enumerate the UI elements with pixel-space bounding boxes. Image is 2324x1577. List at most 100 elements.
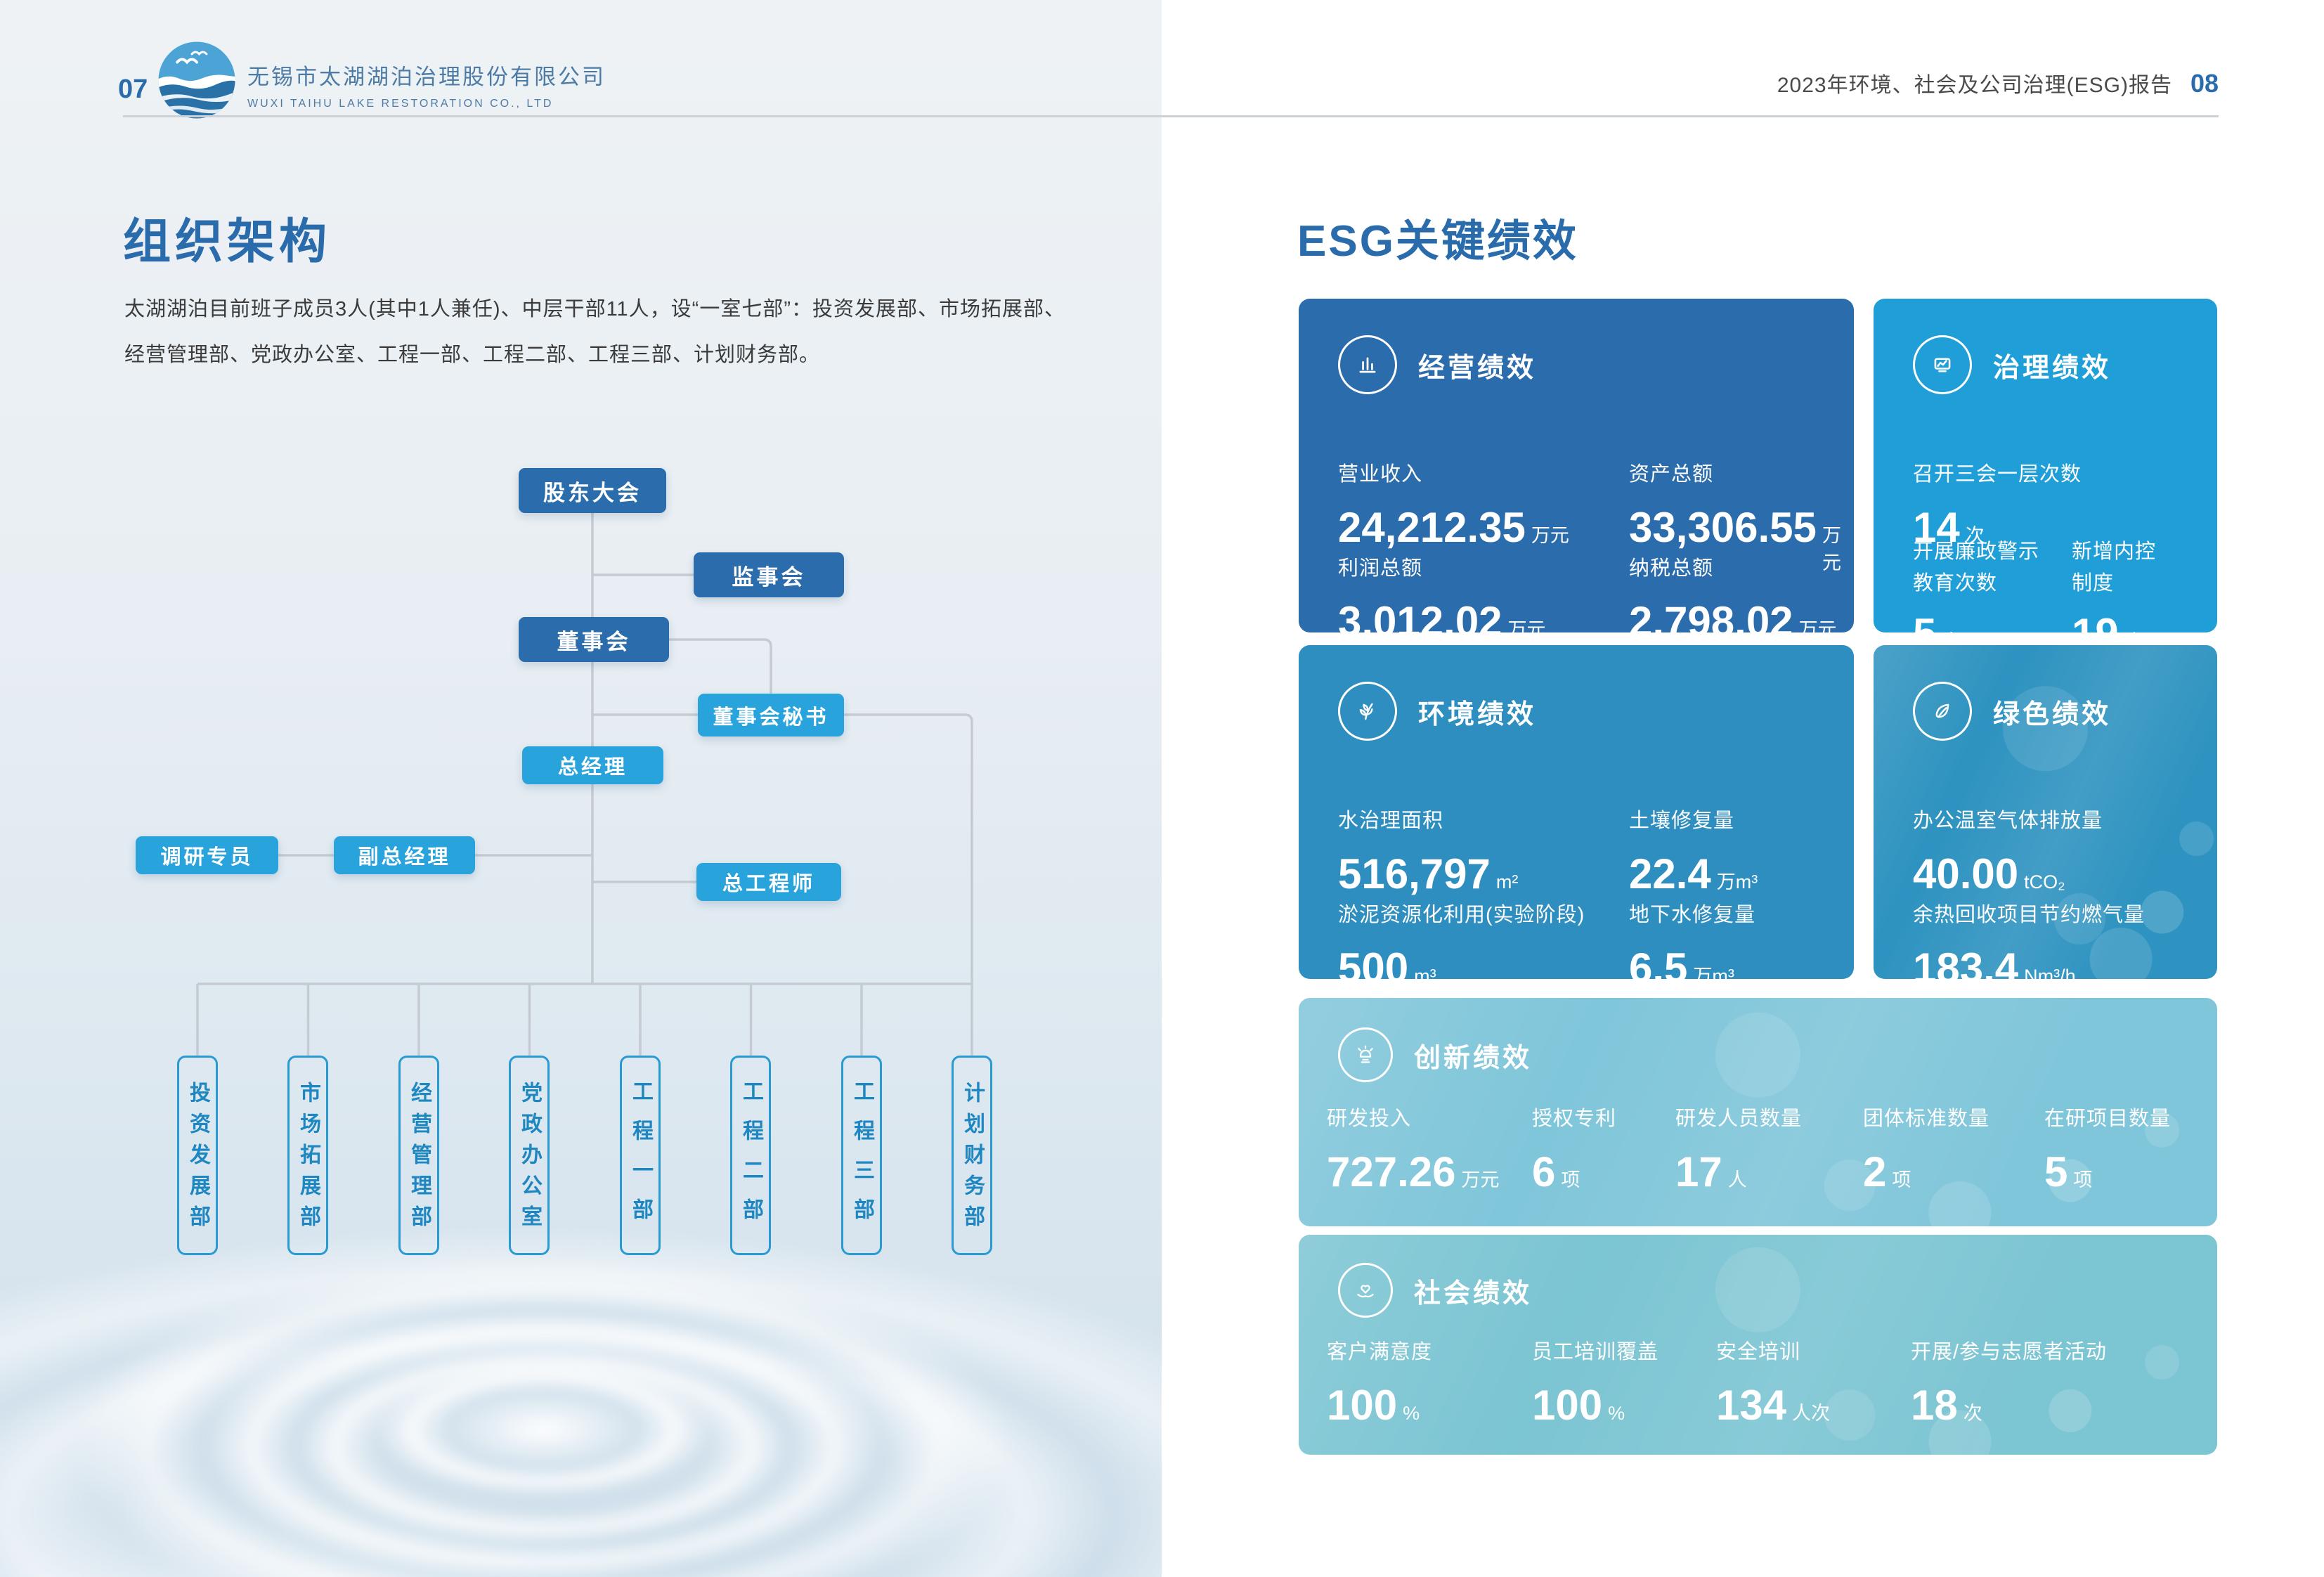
company-name-cn: 无锡市太湖湖泊治理股份有限公司 — [247, 65, 606, 89]
metric-total-tax: 纳税总额 2,798.02 万元 — [1629, 553, 1837, 632]
card-header: 绿色绩效 — [1913, 682, 2111, 741]
card-header: 环境绩效 — [1338, 682, 1536, 741]
company-logo — [156, 39, 238, 124]
metric-value: 2,798.02 万元 — [1629, 597, 1837, 632]
metric-safety-training: 安全培训 134 人次 — [1716, 1337, 1830, 1429]
card-header: 创新绩效 — [1338, 1027, 1532, 1082]
metric-value: 14 次 — [1913, 503, 1985, 551]
metric-label: 土壤修复量 — [1629, 810, 1735, 832]
taihu-logo-icon — [158, 41, 235, 119]
org-node-general-manager: 总经理 — [522, 746, 663, 784]
card-header: 社会绩效 — [1338, 1263, 1532, 1318]
metric-new-internal-controls: 新增内控制度 19个 — [2072, 536, 2167, 632]
metric-label: 营业收入 — [1338, 463, 1423, 486]
metric-label: 余热回收项目节约燃气量 — [1913, 904, 2146, 926]
metric-value: 18 次 — [1911, 1381, 1982, 1429]
card-header: 经营绩效 — [1338, 335, 1536, 394]
metric-label: 客户满意度 — [1327, 1341, 1433, 1363]
metric-water-treated-area: 水治理面积 516,797 m² — [1338, 805, 1518, 898]
org-node-board-secretary: 董事会秘书 — [698, 694, 844, 736]
org-node-shareholders: 股东大会 — [519, 468, 666, 513]
metric-groundwater-remediation: 地下水修复量 6.5 万m³ — [1629, 900, 1755, 979]
org-node-deputy-general-manager: 副总经理 — [334, 836, 475, 874]
leaf-icon — [1913, 682, 1972, 741]
metric-value: 19个 — [2072, 609, 2167, 632]
metric-value: 6.5 万m³ — [1629, 944, 1734, 979]
report-header: 2023年环境、社会及公司治理(ESG)报告 08 — [1777, 67, 2219, 98]
org-intro-paragraph: 太湖湖泊目前班子成员3人(其中1人兼任)、中层干部11人，设“一室七部”：投资发… — [124, 298, 1065, 367]
card-header: 治理绩效 — [1913, 335, 2111, 394]
metric-value: 516,797 m² — [1338, 850, 1519, 897]
card-title: 治理绩效 — [1993, 353, 2112, 383]
metric-label: 在研项目数量 — [2044, 1108, 2172, 1130]
org-chart-connectors — [196, 513, 973, 1056]
company-name-block: 无锡市太湖湖泊治理股份有限公司 WUXI TAIHU LAKE RESTORAT… — [247, 59, 606, 110]
metric-soil-remediation: 土壤修复量 22.4 万m³ — [1629, 805, 1758, 898]
metric-label: 办公温室气体排放量 — [1913, 810, 2103, 832]
company-name-en: WUXI TAIHU LAKE RESTORATION CO., LTD — [247, 98, 554, 110]
metric-sludge-reuse: 淤泥资源化利用(实验阶段) 500 m³ — [1338, 900, 1585, 979]
org-dept-party-admin-office: 党政办公室 — [509, 1056, 550, 1255]
left-page-number: 07 — [118, 74, 148, 104]
org-dept-operations-management: 经营管理部 — [398, 1056, 439, 1255]
metric-value: 100% — [1532, 1381, 1625, 1429]
metric-label: 利润总额 — [1338, 557, 1423, 580]
metric-value: 5次 — [1913, 609, 2050, 632]
monitor-trend-icon — [1913, 335, 1972, 394]
metric-label: 研发人员数量 — [1675, 1108, 1803, 1130]
card-title: 环境绩效 — [1418, 699, 1537, 729]
metric-label: 员工培训覆盖 — [1532, 1341, 1659, 1363]
metric-label: 研发投入 — [1327, 1108, 1412, 1130]
card-title: 经营绩效 — [1418, 353, 1537, 383]
metric-customer-satisfaction: 客户满意度 100% — [1327, 1337, 1432, 1429]
metric-value: 183.4 Nm³/h — [1913, 944, 2076, 979]
metric-label: 地下水修复量 — [1629, 904, 1756, 926]
metric-value: 134 人次 — [1716, 1381, 1831, 1429]
org-dept-market-expansion: 市场拓展部 — [287, 1056, 328, 1255]
metric-heat-recovery-gas-saved: 余热回收项目节约燃气量 183.4 Nm³/h — [1913, 900, 2145, 979]
metric-revenue: 营业收入 24,212.35 万元 — [1338, 459, 1569, 552]
metric-label: 安全培训 — [1716, 1341, 1801, 1363]
metric-label: 新增内控制度 — [2072, 540, 2157, 595]
metric-label: 开展廉政警示教育次数 — [1913, 540, 2040, 595]
org-node-supervisory-board: 监事会 — [694, 552, 844, 597]
card-title: 创新绩效 — [1414, 1043, 1533, 1073]
metric-integrity-education: 开展廉政警示教育次数 5次 — [1913, 536, 2050, 632]
org-node-board-of-directors: 董事会 — [519, 617, 669, 662]
page-title-org-structure: 组织架构 — [123, 215, 332, 268]
lamp-icon — [1338, 1027, 1393, 1082]
metric-value: 40.00 tCO₂ — [1913, 850, 2065, 897]
metric-value: 100% — [1327, 1381, 1420, 1429]
org-dept-engineering-1: 工程一部 — [620, 1056, 661, 1255]
org-node-research-specialist: 调研专员 — [136, 836, 278, 874]
card-title: 社会绩效 — [1414, 1278, 1533, 1309]
metric-label: 授权专利 — [1532, 1108, 1617, 1130]
left-page: 07 无锡市太湖湖泊治理股份有限公司 WUXI TAIHU LAKE RESTO… — [0, 0, 1251, 1577]
metric-rd-staff-count: 研发人员数量 17 人 — [1675, 1103, 1802, 1196]
card-green-performance: 绿色绩效 办公温室气体排放量 40.00 tCO₂ 余热回收项目节约燃气量 183… — [1874, 645, 2217, 979]
page-title-esg-kpi: ESG关键绩效 — [1297, 217, 1578, 266]
metric-label: 淤泥资源化利用(实验阶段) — [1338, 904, 1585, 926]
card-title: 绿色绩效 — [1993, 699, 2112, 729]
right-page-number: 08 — [2190, 69, 2219, 98]
metric-office-ghg-emissions: 办公温室气体排放量 40.00 tCO₂ — [1913, 805, 2103, 898]
card-social-performance: 社会绩效 客户满意度 100% 员工培训覆盖 100% 安全培训 134 人次 开… — [1299, 1235, 2217, 1455]
wheat-icon — [1338, 682, 1397, 741]
metric-value: 3,012.02 万元 — [1338, 597, 1546, 632]
org-node-chief-engineer: 总工程师 — [696, 863, 841, 901]
metric-total-assets: 资产总额 33,306.55 万元 — [1629, 459, 1854, 575]
metric-label: 开展/参与志愿者活动 — [1911, 1341, 2108, 1363]
org-dept-investment-development: 投资发展部 — [177, 1056, 218, 1255]
metric-value: 500 m³ — [1338, 944, 1436, 979]
metric-label: 召开三会一层次数 — [1913, 463, 2082, 486]
metric-value: 17 人 — [1675, 1148, 1747, 1195]
metric-value: 24,212.35 万元 — [1338, 503, 1569, 551]
metric-label: 纳税总额 — [1629, 557, 1714, 580]
metric-total-profit: 利润总额 3,012.02 万元 — [1338, 553, 1546, 632]
